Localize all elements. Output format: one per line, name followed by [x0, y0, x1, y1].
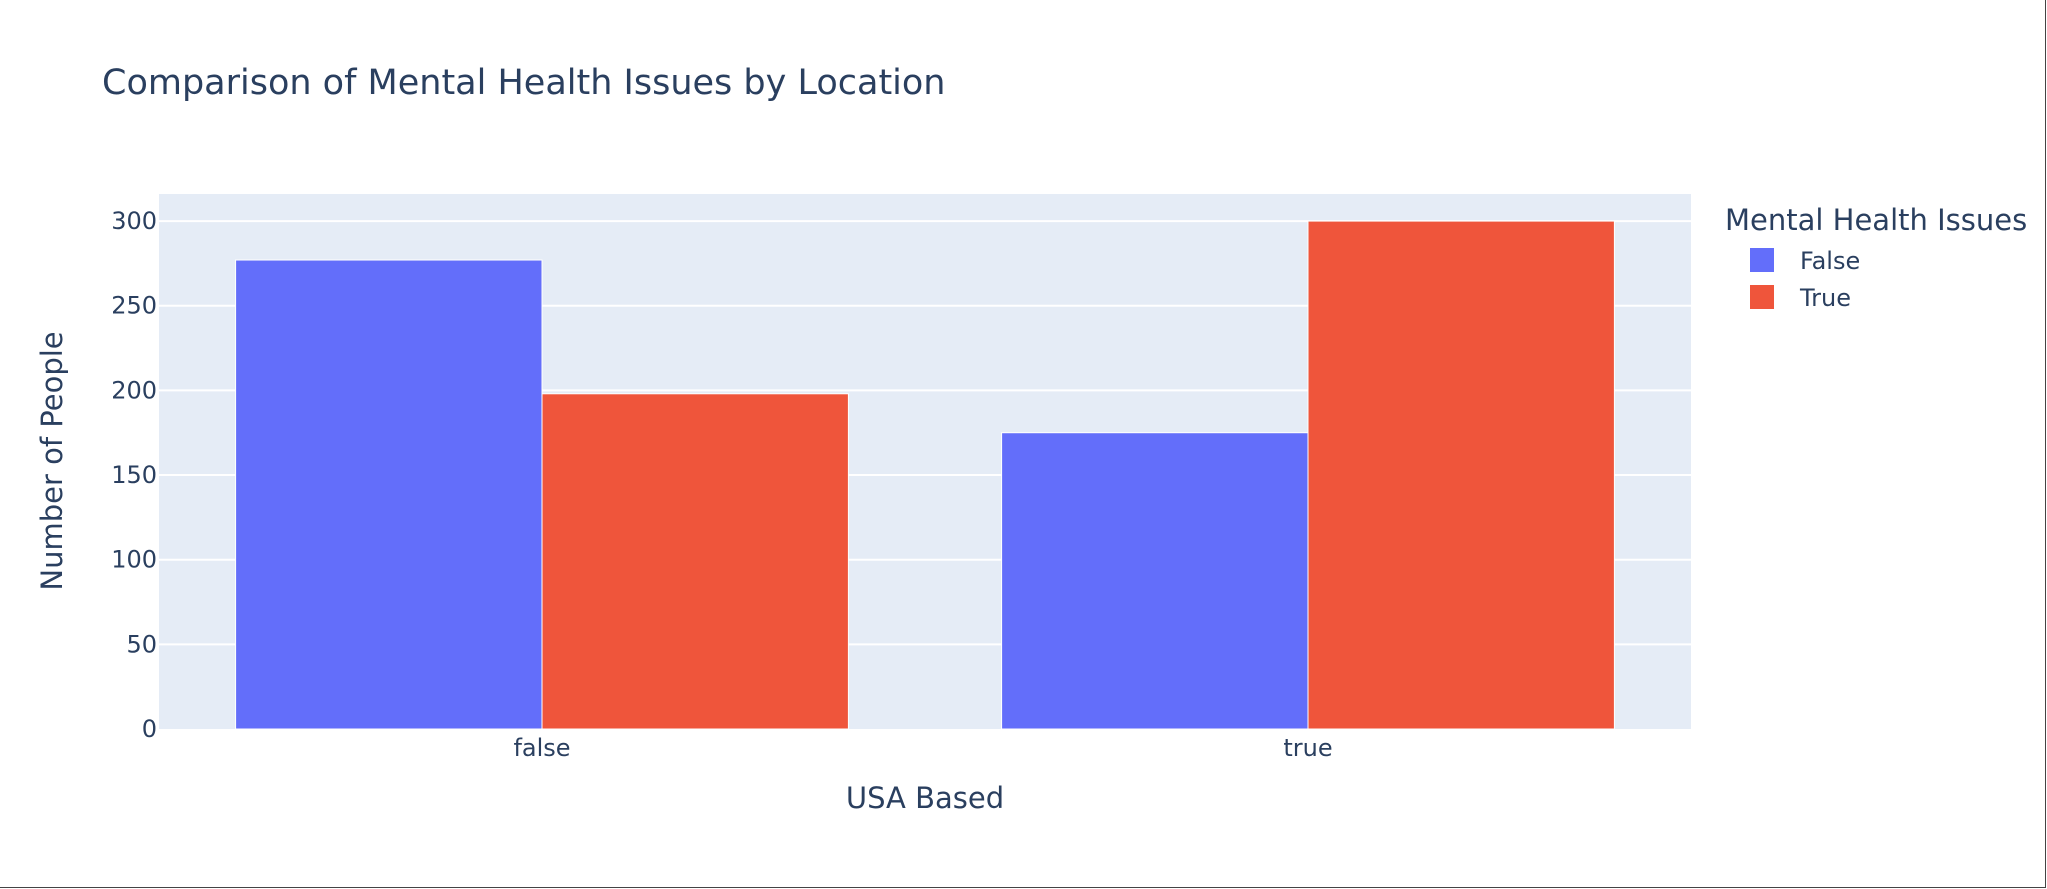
y-axis-label: Number of People [35, 331, 69, 590]
legend-swatch [1750, 285, 1774, 309]
bar-false-true[interactable] [1001, 432, 1309, 730]
x-axis-label: USA Based [846, 781, 1004, 815]
y-tick-label: 100 [111, 546, 157, 574]
y-tick-label: 0 [142, 715, 157, 743]
x-axis-ticks: false true [513, 734, 1332, 762]
legend-swatch [1750, 248, 1774, 272]
x-tick-label: false [513, 734, 570, 762]
bar-true-false[interactable] [541, 393, 849, 730]
y-tick-label: 300 [111, 207, 157, 235]
y-tick-label: 50 [126, 630, 157, 658]
legend-item-true[interactable]: True [1750, 284, 1851, 312]
legend-label: False [1800, 247, 1860, 275]
x-tick-label: true [1283, 734, 1332, 762]
legend-title: Mental Health Issues [1725, 203, 2027, 237]
legend[interactable]: Mental Health Issues False True [1725, 203, 2027, 312]
chart-title: Comparison of Mental Health Issues by Lo… [102, 63, 946, 103]
bar-false-false[interactable] [235, 259, 543, 730]
y-tick-label: 150 [111, 461, 157, 489]
y-tick-label: 200 [111, 376, 157, 404]
y-tick-label: 250 [111, 292, 157, 320]
legend-item-false[interactable]: False [1750, 247, 1860, 275]
bars [235, 220, 1615, 730]
bar-true-true[interactable] [1307, 220, 1615, 730]
legend-label: True [1799, 284, 1851, 312]
y-axis-ticks: 0 50 100 150 200 250 300 [111, 207, 157, 743]
